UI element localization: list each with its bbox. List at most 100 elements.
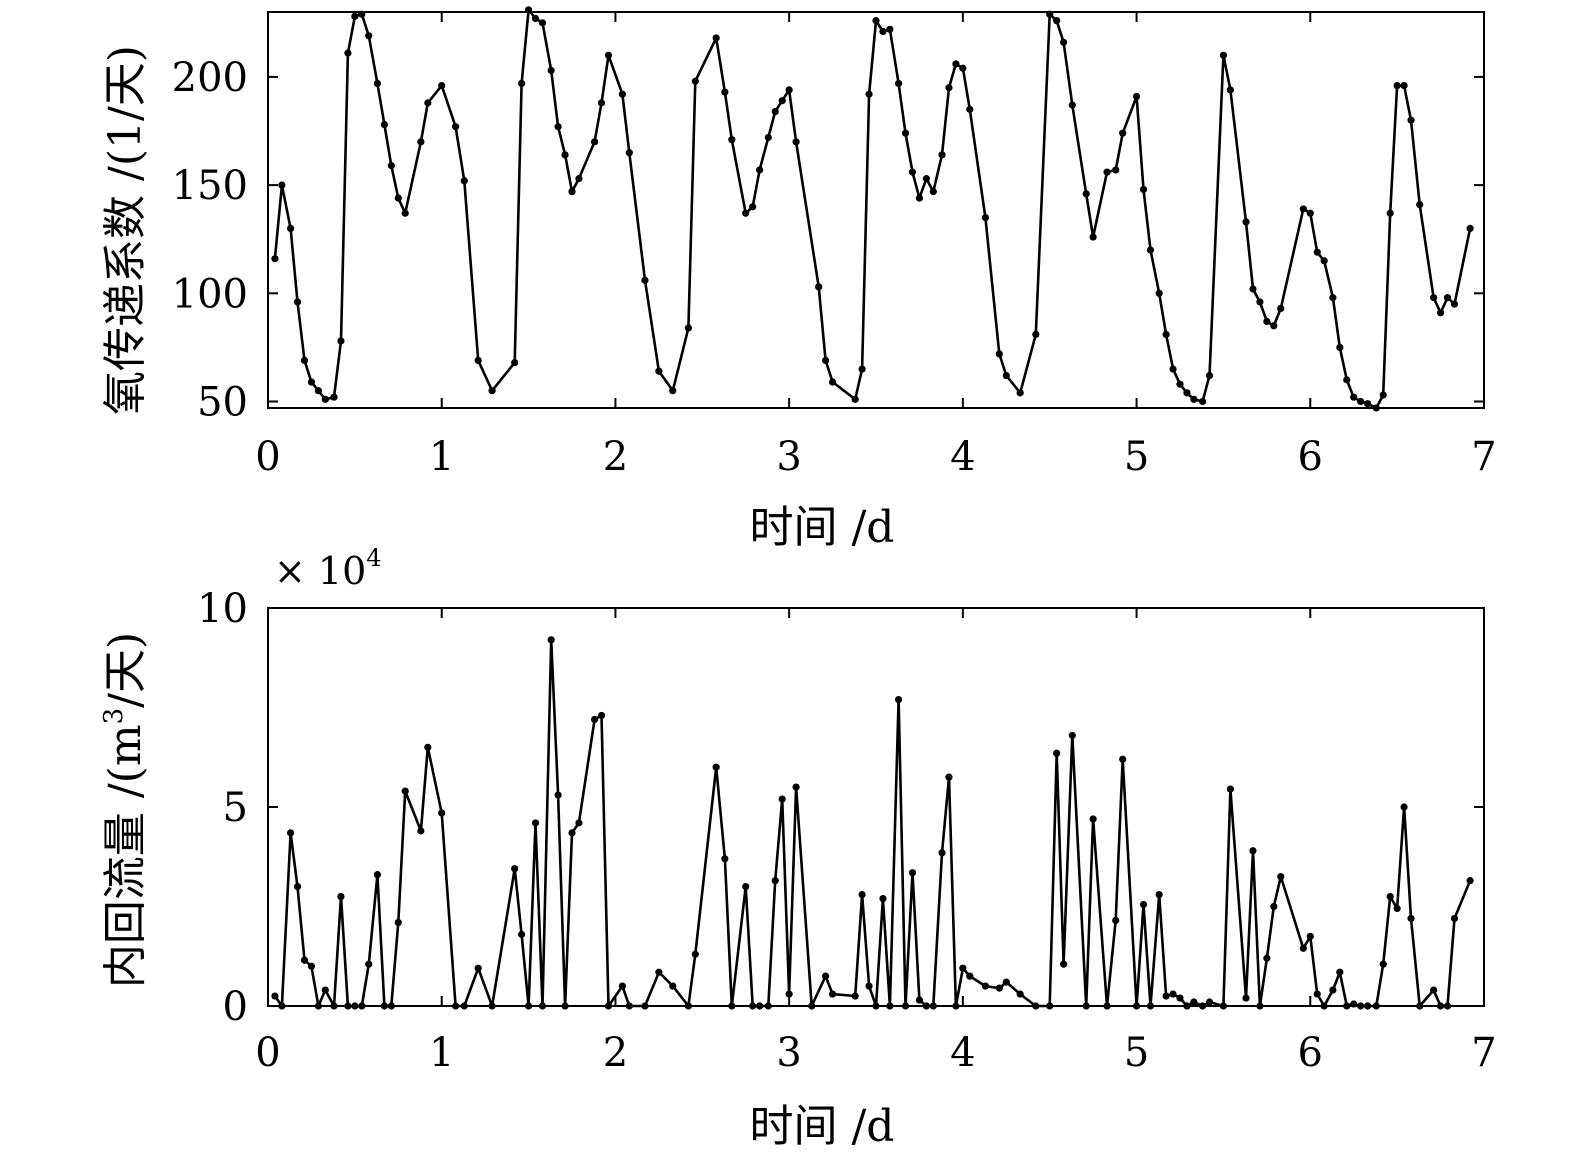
data-point: [321, 986, 329, 994]
data-point: [524, 6, 533, 14]
data-point: [778, 795, 786, 803]
data-point: [488, 1002, 496, 1010]
oxygen-transfer-chart: 0 1 2 3 4 5 6 7 50 100 150 200 时间 /d 氧传递系数 /(1/天): [100, 6, 1497, 553]
data-point: [1146, 1002, 1155, 1010]
data-point: [1277, 304, 1285, 313]
data-point: [1270, 322, 1278, 330]
data-point: [691, 77, 699, 85]
data-point: [358, 10, 366, 18]
x-tick-label: 2: [603, 434, 628, 480]
y-tick-label: 0: [223, 984, 248, 1030]
data-point: [1183, 389, 1191, 397]
data-point: [828, 378, 837, 386]
data-point: [1046, 1002, 1054, 1010]
plot-frame: [267, 11, 1485, 409]
data-point: [271, 992, 279, 1000]
data-point: [756, 1002, 764, 1010]
data-point: [1263, 954, 1271, 962]
x-tick-label: 6: [1298, 1030, 1323, 1076]
data-point: [1132, 1002, 1141, 1010]
data-point: [474, 356, 482, 364]
data-point: [1139, 185, 1148, 194]
data-point: [625, 1002, 633, 1010]
data-point: [531, 14, 540, 23]
data-point: [511, 358, 519, 367]
data-point: [1226, 785, 1234, 793]
data-point: [1320, 257, 1328, 265]
data-point: [424, 99, 432, 107]
multiplier-base: × 10: [274, 549, 366, 593]
data-point: [886, 1002, 894, 1010]
data-point: [604, 1002, 613, 1010]
data-point: [460, 1002, 468, 1010]
data-point: [981, 982, 990, 990]
data-point: [452, 1002, 460, 1010]
data-point: [894, 79, 903, 88]
data-point: [1032, 330, 1040, 339]
data-point: [1068, 731, 1076, 739]
series-line: [273, 8, 1472, 410]
data-point: [278, 181, 286, 189]
x-tick-label: 2: [603, 1030, 628, 1076]
data-point: [915, 996, 924, 1004]
data-point: [1082, 1002, 1090, 1010]
data-point: [1320, 1002, 1328, 1010]
y-tick-label: 150: [172, 163, 248, 209]
data-point: [1032, 1002, 1040, 1010]
data-point: [901, 129, 910, 137]
data-point: [1393, 81, 1401, 90]
data-point: [1016, 990, 1024, 998]
data-point: [1242, 994, 1250, 1002]
data-point: [922, 1002, 930, 1010]
data-point: [808, 1002, 816, 1010]
data-point: [511, 865, 519, 873]
data-point: [575, 819, 583, 827]
data-point: [1407, 116, 1415, 124]
data-point: [547, 66, 555, 75]
data-point: [1299, 944, 1307, 952]
data-point: [554, 123, 562, 131]
x-tick-label: 6: [1298, 434, 1323, 480]
data-point: [1357, 397, 1365, 406]
data-point: [728, 136, 736, 144]
x-axis-label: 时间 /d: [750, 1101, 895, 1152]
data-point: [929, 188, 937, 196]
x-tick-label: 5: [1124, 1030, 1149, 1076]
data-point: [1205, 998, 1214, 1006]
data-point: [865, 982, 873, 990]
data-point: [1119, 129, 1127, 137]
data-point: [1060, 38, 1068, 46]
data-point: [1089, 233, 1097, 241]
data-point: [625, 149, 633, 157]
data-point: [1343, 1002, 1351, 1010]
data-point: [749, 203, 757, 211]
data-point: [271, 255, 279, 263]
data-point: [879, 894, 887, 903]
data-point: [575, 175, 583, 183]
data-point: [1430, 986, 1438, 994]
data-point: [460, 177, 468, 185]
data-point: [749, 1002, 757, 1010]
data-point: [278, 1002, 286, 1010]
data-point: [373, 871, 382, 879]
data-point: [286, 829, 295, 837]
data-point: [300, 356, 309, 364]
data-point: [321, 395, 329, 403]
data-point: [387, 162, 395, 170]
data-point: [712, 34, 720, 42]
data-point: [771, 107, 779, 116]
data-point: [1242, 218, 1250, 226]
data-point: [1364, 1002, 1372, 1010]
data-point: [1466, 877, 1474, 885]
data-point: [1249, 847, 1257, 855]
data-point: [1400, 803, 1408, 811]
data-point: [669, 982, 677, 990]
data-point: [952, 1002, 960, 1010]
data-point: [851, 395, 859, 403]
data-point: [742, 209, 750, 217]
data-point: [721, 855, 729, 863]
data-point: [387, 1002, 395, 1010]
data-point: [1002, 371, 1010, 380]
data-point: [1132, 92, 1141, 100]
